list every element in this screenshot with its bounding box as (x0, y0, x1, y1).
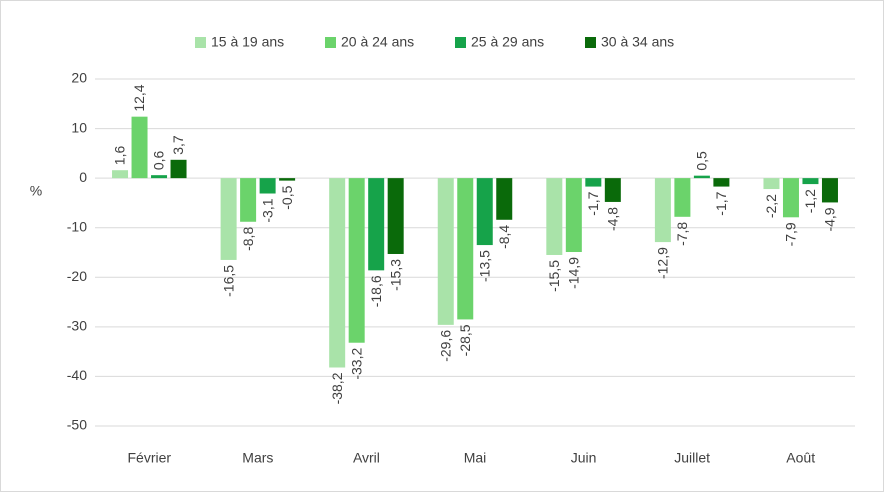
bar (821, 178, 838, 203)
value-label: -1,2 (802, 189, 818, 213)
value-label: -14,9 (566, 257, 582, 289)
value-label: -18,6 (368, 275, 384, 307)
bar (585, 178, 602, 187)
value-label: 12,4 (131, 84, 147, 111)
bar (654, 178, 671, 243)
y-tick-label: 10 (71, 119, 87, 135)
value-label: -1,7 (585, 191, 601, 215)
bar (368, 178, 385, 271)
bar (240, 178, 257, 222)
value-label: -4,8 (605, 207, 621, 231)
y-tick-label: 20 (71, 70, 87, 86)
y-tick-label: -50 (67, 417, 87, 433)
value-label: -4,9 (822, 207, 838, 231)
bar (674, 178, 691, 217)
value-label: -28,5 (457, 324, 473, 356)
bar (496, 178, 513, 220)
value-label: -12,9 (655, 247, 671, 279)
bar (387, 178, 404, 254)
bar (763, 178, 780, 190)
bar (713, 178, 730, 187)
bar (329, 178, 346, 368)
legend-label: 30 à 34 ans (601, 34, 674, 50)
value-label: -33,2 (348, 348, 364, 380)
value-label: -1,7 (713, 191, 729, 215)
value-label: -0,5 (279, 185, 295, 209)
x-tick-label: Avril (353, 450, 380, 466)
bar (693, 175, 710, 179)
bar (546, 178, 563, 255)
bar (131, 116, 148, 179)
bar (348, 178, 365, 343)
value-label: 1,6 (112, 146, 128, 166)
value-label: -38,2 (329, 372, 345, 404)
value-label: -13,5 (476, 250, 492, 282)
legend-label: 20 à 24 ans (341, 34, 414, 50)
bar (457, 178, 474, 320)
legend-swatch (455, 37, 466, 48)
value-label: -8,8 (240, 227, 256, 251)
y-axis-label: % (30, 183, 42, 199)
x-tick-label: Juin (571, 450, 597, 466)
value-label: -15,3 (387, 259, 403, 291)
y-tick-label: -30 (67, 318, 87, 334)
value-label: 3,7 (170, 135, 186, 155)
legend-swatch (325, 37, 336, 48)
x-tick-label: Mars (242, 450, 273, 466)
y-tick-label: -20 (67, 268, 87, 284)
value-label: -7,8 (674, 222, 690, 246)
bar (476, 178, 493, 246)
legend-label: 15 à 19 ans (211, 34, 284, 50)
bar (279, 178, 296, 181)
value-label: -16,5 (220, 265, 236, 297)
bar (782, 178, 799, 218)
y-tick-label: -40 (67, 367, 87, 383)
bar (565, 178, 582, 253)
value-label: -15,5 (546, 260, 562, 292)
bar (220, 178, 237, 260)
legend-swatch (195, 37, 206, 48)
value-label: -3,1 (259, 198, 275, 222)
bar (112, 170, 129, 179)
bar (802, 178, 819, 185)
legend-label: 25 à 29 ans (471, 34, 544, 50)
x-tick-label: Mai (464, 450, 487, 466)
bar (604, 178, 621, 202)
bar (437, 178, 454, 325)
bar (151, 175, 168, 179)
value-label: -2,2 (763, 194, 779, 218)
value-label: 0,6 (151, 150, 167, 170)
x-tick-label: Août (786, 450, 815, 466)
value-label: 0,5 (694, 151, 710, 171)
bar (170, 159, 187, 179)
legend-swatch (585, 37, 596, 48)
x-tick-label: Février (128, 450, 172, 466)
value-label: -7,9 (783, 222, 799, 246)
bar (259, 178, 276, 194)
y-tick-label: -10 (67, 218, 87, 234)
value-label: -8,4 (496, 225, 512, 249)
y-tick-label: 0 (79, 169, 87, 185)
x-tick-label: Juillet (674, 450, 710, 466)
value-label: -29,6 (437, 330, 453, 362)
